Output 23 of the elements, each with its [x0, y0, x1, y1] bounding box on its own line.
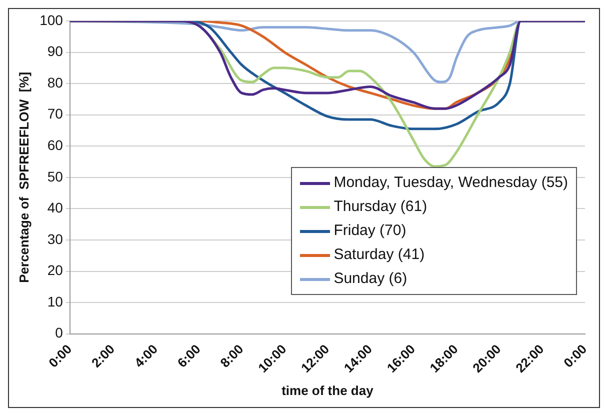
y-tick-label: 70	[47, 106, 64, 122]
x-axis-title: time of the day	[282, 382, 374, 398]
x-tick-label: 6:00	[174, 341, 204, 370]
x-tick-label: 0:00	[46, 341, 75, 370]
y-tick-label: 10	[47, 293, 64, 310]
x-tick-label: 0:00	[560, 341, 590, 370]
y-tick-label: 30	[47, 230, 64, 247]
y-tick-label: 60	[47, 137, 64, 154]
x-tick-label: 4:00	[131, 341, 160, 370]
legend-label: Saturday (41)	[334, 245, 425, 265]
legend-label: Thursday (61)	[334, 197, 428, 217]
y-axis-title: Percentage of SPFREEFLOW [%]	[16, 72, 32, 283]
y-tick-label: 50	[47, 168, 64, 184]
y-tick-label: 40	[47, 200, 64, 216]
legend-label: Monday, Tuesday, Wednesday (55)	[334, 173, 568, 193]
y-tick-label: 90	[47, 43, 64, 60]
legend-label: Friday (70)	[334, 221, 406, 241]
y-tick-label: 0	[55, 324, 64, 341]
x-tick-label: 8:00	[217, 341, 246, 370]
y-tick-label: 80	[47, 74, 64, 90]
y-tick-label: 20	[47, 262, 64, 278]
y-tick-label: 100	[40, 12, 64, 28]
legend-label: Sunday (6)	[334, 269, 408, 289]
